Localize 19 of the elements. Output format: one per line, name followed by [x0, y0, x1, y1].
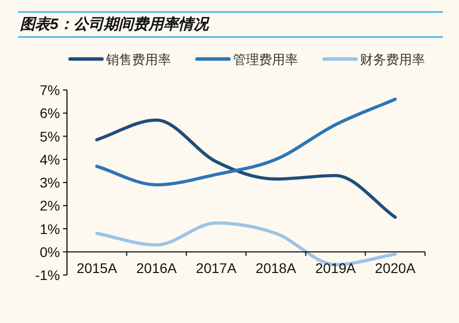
y-tick-label: 0%: [40, 244, 60, 260]
y-tick-label: 3%: [40, 174, 60, 190]
y-tick-label: -1%: [35, 267, 60, 283]
x-tick-label: 2017A: [196, 260, 238, 276]
legend-label: 管理费用率: [233, 52, 298, 67]
chart-title: 图表5：公司期间费用率情况: [20, 15, 210, 33]
y-tick-label: 5%: [40, 128, 60, 144]
y-tick-label: 1%: [40, 220, 60, 237]
x-tick-label: 2019A: [315, 260, 356, 276]
y-tick-label: 6%: [40, 105, 60, 122]
legend-label: 销售费用率: [105, 52, 171, 67]
y-tick-label: 4%: [40, 151, 60, 168]
x-tick-label: 2018A: [256, 260, 297, 276]
x-tick-label: 2020A: [374, 260, 416, 276]
x-tick-label: 2016A: [136, 260, 178, 276]
legend-label: 财务费用率: [360, 52, 425, 67]
y-tick-label: 2%: [40, 198, 60, 214]
y-tick-label: 7%: [40, 82, 60, 98]
x-tick-label: 2015A: [76, 260, 118, 276]
